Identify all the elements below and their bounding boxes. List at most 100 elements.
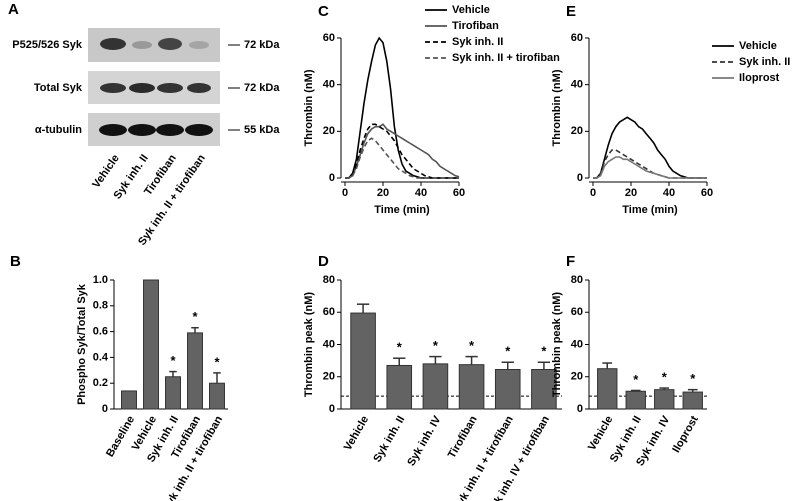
y-tick-label: 40 [323, 338, 335, 350]
size-label: 72 kDa [244, 82, 280, 94]
x-tick-label: Syk inh. IV + tirofiban [486, 414, 553, 501]
y-tick-label: 0 [329, 172, 335, 184]
bar [494, 368, 521, 410]
y-tick-label: 0.2 [93, 377, 108, 389]
y-tick-label: 0.4 [93, 351, 109, 363]
y-tick-label: 0 [577, 172, 583, 184]
line-series [345, 123, 459, 179]
legend-label: Syk inh. II + tirofiban [452, 52, 560, 64]
x-tick-label: Vehicle [586, 414, 615, 453]
y-tick-label: 1.0 [93, 274, 108, 286]
line-series [345, 123, 460, 179]
y-axis-label: Phospho Syk/Total Syk [76, 283, 88, 405]
panel-label: A [8, 1, 19, 18]
y-tick-label: 40 [571, 79, 583, 91]
significance: * [469, 338, 475, 353]
x-tick-label: Syk inh. II [371, 414, 407, 464]
y-tick-label: 40 [571, 338, 583, 350]
x-tick-label: 0 [342, 187, 348, 199]
legend-label: Vehicle [739, 40, 777, 52]
y-tick-label: 0 [102, 403, 108, 415]
blot-row-label: α-tubulin [35, 124, 82, 136]
bar [165, 376, 181, 410]
y-tick-label: 0 [329, 403, 335, 415]
panel-label: D [318, 253, 329, 270]
y-tick-label: 60 [571, 306, 583, 318]
y-tick-label: 60 [323, 306, 335, 318]
blot-image [88, 28, 220, 146]
bar [187, 332, 203, 410]
bar [654, 389, 675, 410]
line-series [593, 156, 707, 179]
bar [625, 390, 646, 410]
y-axis-label: Thrombin (nM) [303, 69, 315, 146]
x-axis-label: Time (min) [374, 204, 430, 216]
bar [531, 368, 557, 410]
y-tick-label: 80 [571, 274, 583, 286]
x-tick-label: Syk inh. IV [405, 413, 444, 468]
lane-label: Vehicle [90, 153, 122, 191]
bar [682, 391, 703, 410]
x-tick-label: 40 [663, 187, 675, 199]
significance: * [397, 340, 403, 355]
x-tick-label: Vehicle [342, 414, 371, 453]
y-tick-label: 40 [323, 79, 335, 91]
significance: * [690, 371, 696, 386]
y-tick-label: 60 [571, 32, 583, 44]
significance: * [505, 344, 511, 359]
legend-label: Iloprost [739, 72, 780, 84]
x-tick-label: 0 [590, 187, 596, 199]
bar [143, 279, 159, 410]
bar [209, 382, 225, 410]
legend-label: Syk inh. II [739, 56, 790, 68]
panel-label: B [10, 253, 21, 270]
bar [458, 364, 485, 410]
y-tick-label: 0 [577, 403, 583, 415]
size-label: 72 kDa [244, 39, 280, 51]
size-label: 55 kDa [244, 124, 280, 136]
blot-row-label: Total Syk [34, 82, 83, 94]
significance: * [192, 309, 198, 324]
line-series [345, 137, 459, 179]
y-axis-label: Thrombin (nM) [551, 69, 563, 146]
panel-label: E [566, 3, 576, 20]
y-axis-label: Thrombin peak (nM) [303, 292, 315, 397]
legend-label: Tirofiban [452, 20, 499, 32]
y-tick-label: 20 [323, 125, 335, 137]
significance: * [633, 372, 639, 387]
y-tick-label: 20 [323, 371, 335, 383]
line-series [593, 116, 707, 179]
x-tick-label: 60 [701, 187, 713, 199]
y-tick-label: 60 [323, 32, 335, 44]
x-tick-label: 60 [453, 187, 465, 199]
blot-row-label: P525/526 Syk [12, 39, 83, 51]
bar [597, 368, 618, 410]
x-tick-label: Iloprost [670, 414, 701, 455]
y-tick-label: 0.8 [93, 300, 108, 312]
x-tick-label: 40 [415, 187, 427, 199]
y-tick-label: 20 [571, 371, 583, 383]
panel-label: F [566, 253, 575, 270]
significance: * [433, 338, 439, 353]
y-axis-label: Thrombin peak (nM) [551, 292, 563, 397]
x-tick-label: 20 [625, 187, 637, 199]
x-axis-label: Time (min) [622, 204, 678, 216]
bar [422, 363, 449, 410]
y-tick-label: 80 [323, 274, 335, 286]
line-series [345, 36, 459, 179]
y-tick-label: 0.6 [93, 326, 108, 338]
bar [386, 364, 413, 410]
significance: * [214, 354, 220, 369]
significance: * [662, 369, 668, 384]
legend-label: Syk inh. II [452, 36, 503, 48]
bar [350, 312, 376, 410]
legend-label: Vehicle [452, 4, 490, 16]
x-tick-label: 20 [377, 187, 389, 199]
bar [121, 390, 137, 410]
x-tick-label: Baseline [104, 414, 137, 459]
x-tick-label: Tirofiban [446, 414, 480, 461]
line-series [593, 149, 707, 179]
y-tick-label: 20 [571, 125, 583, 137]
panel-label: C [318, 3, 329, 20]
